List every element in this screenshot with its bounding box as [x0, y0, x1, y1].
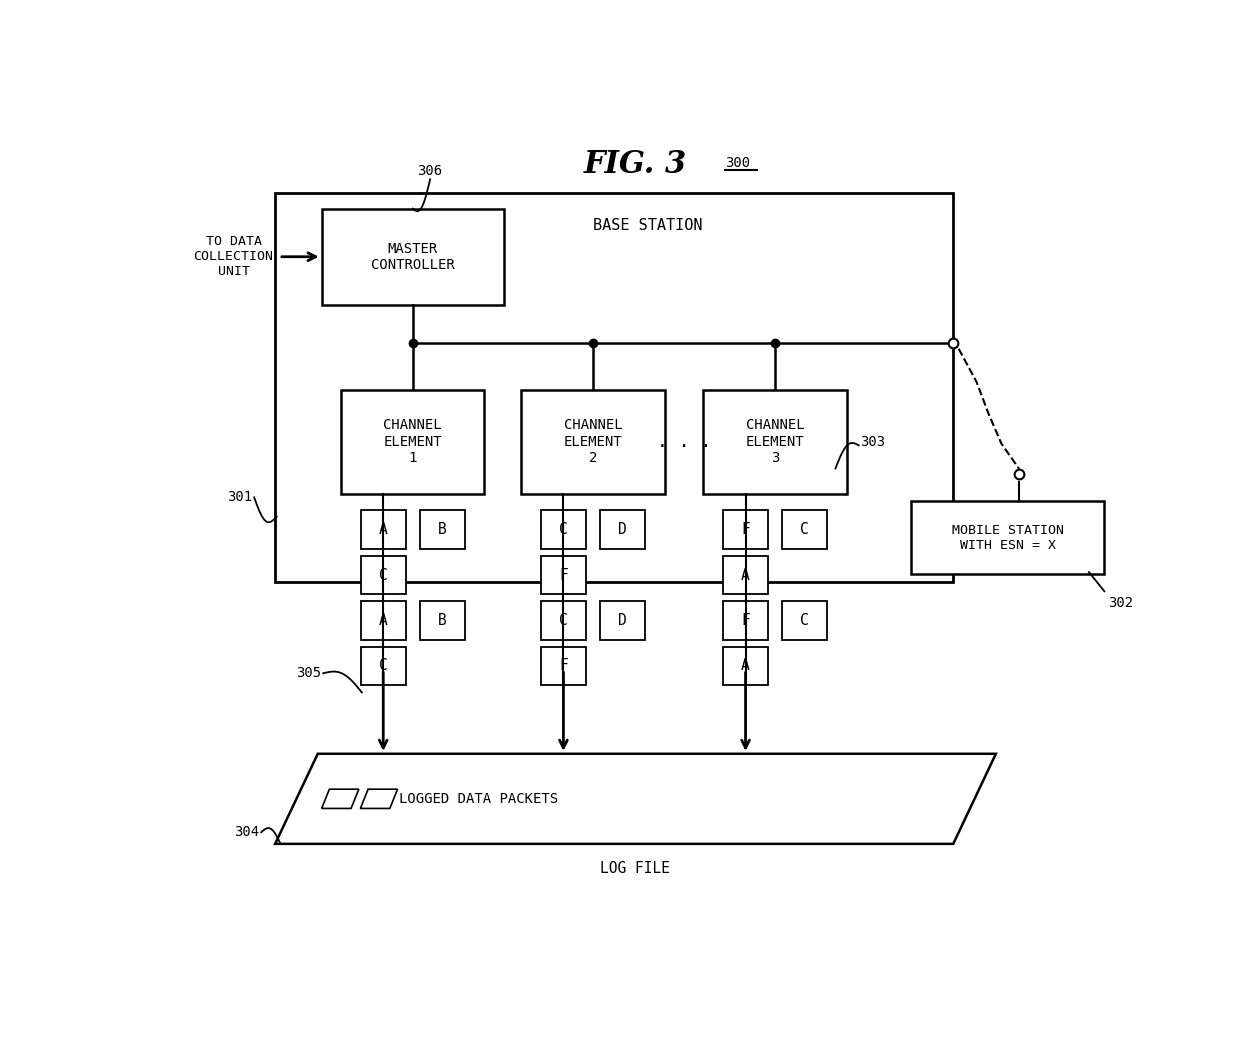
Text: CHANNEL
ELEMENT
2: CHANNEL ELEMENT 2 [563, 419, 622, 464]
Text: 305: 305 [296, 666, 321, 680]
Text: F: F [742, 523, 750, 537]
Text: A: A [742, 659, 750, 673]
Text: C: C [559, 523, 568, 537]
Bar [723, 602, 768, 640]
Text: A: A [379, 613, 388, 628]
Text: D: D [618, 613, 626, 628]
Bar [419, 510, 465, 549]
Bar [703, 390, 847, 494]
Bar [723, 556, 768, 594]
Text: D: D [618, 523, 626, 537]
Text: 306: 306 [418, 164, 443, 178]
Bar [341, 390, 485, 494]
Text: B: B [438, 613, 446, 628]
Text: 300: 300 [724, 156, 750, 170]
Text: LOG FILE: LOG FILE [600, 860, 671, 876]
Text: C: C [559, 613, 568, 628]
Text: 303: 303 [861, 434, 885, 449]
Text: F: F [559, 659, 568, 673]
Bar [541, 510, 587, 549]
Polygon shape [275, 753, 996, 844]
Text: MASTER
CONTROLLER: MASTER CONTROLLER [371, 242, 455, 272]
Text: A: A [379, 523, 388, 537]
Bar [782, 510, 827, 549]
Bar [600, 602, 645, 640]
Bar [600, 510, 645, 549]
Bar [275, 193, 954, 582]
Text: BASE STATION: BASE STATION [594, 218, 703, 233]
Bar [541, 646, 587, 686]
Text: . . .: . . . [657, 432, 711, 451]
Bar [361, 646, 405, 686]
Bar [723, 646, 768, 686]
Text: C: C [800, 613, 808, 628]
Text: A: A [742, 567, 750, 583]
Bar [723, 510, 768, 549]
Text: CHANNEL
ELEMENT
1: CHANNEL ELEMENT 1 [383, 419, 441, 464]
Bar [361, 602, 405, 640]
Text: FIG. 3: FIG. 3 [584, 149, 687, 180]
Bar [541, 556, 587, 594]
Text: CHANNEL
ELEMENT
3: CHANNEL ELEMENT 3 [745, 419, 805, 464]
Text: 304: 304 [234, 825, 259, 840]
Text: 302: 302 [1109, 596, 1133, 610]
Text: C: C [800, 523, 808, 537]
Bar [361, 510, 405, 549]
Text: C: C [379, 659, 388, 673]
Bar [782, 602, 827, 640]
Text: F: F [742, 613, 750, 628]
Polygon shape [321, 790, 358, 808]
Bar [361, 556, 405, 594]
Text: 301: 301 [227, 490, 252, 504]
Text: LOGGED DATA PACKETS: LOGGED DATA PACKETS [399, 792, 558, 806]
Text: F: F [559, 567, 568, 583]
Text: MOBILE STATION
WITH ESN = X: MOBILE STATION WITH ESN = X [951, 524, 1064, 552]
Text: C: C [379, 567, 388, 583]
Bar [419, 602, 465, 640]
Bar [910, 501, 1105, 575]
Bar [321, 209, 503, 304]
Text: TO DATA
COLLECTION
UNIT: TO DATA COLLECTION UNIT [193, 235, 274, 278]
Polygon shape [361, 790, 398, 808]
Bar [541, 602, 587, 640]
Bar [521, 390, 665, 494]
Text: B: B [438, 523, 446, 537]
